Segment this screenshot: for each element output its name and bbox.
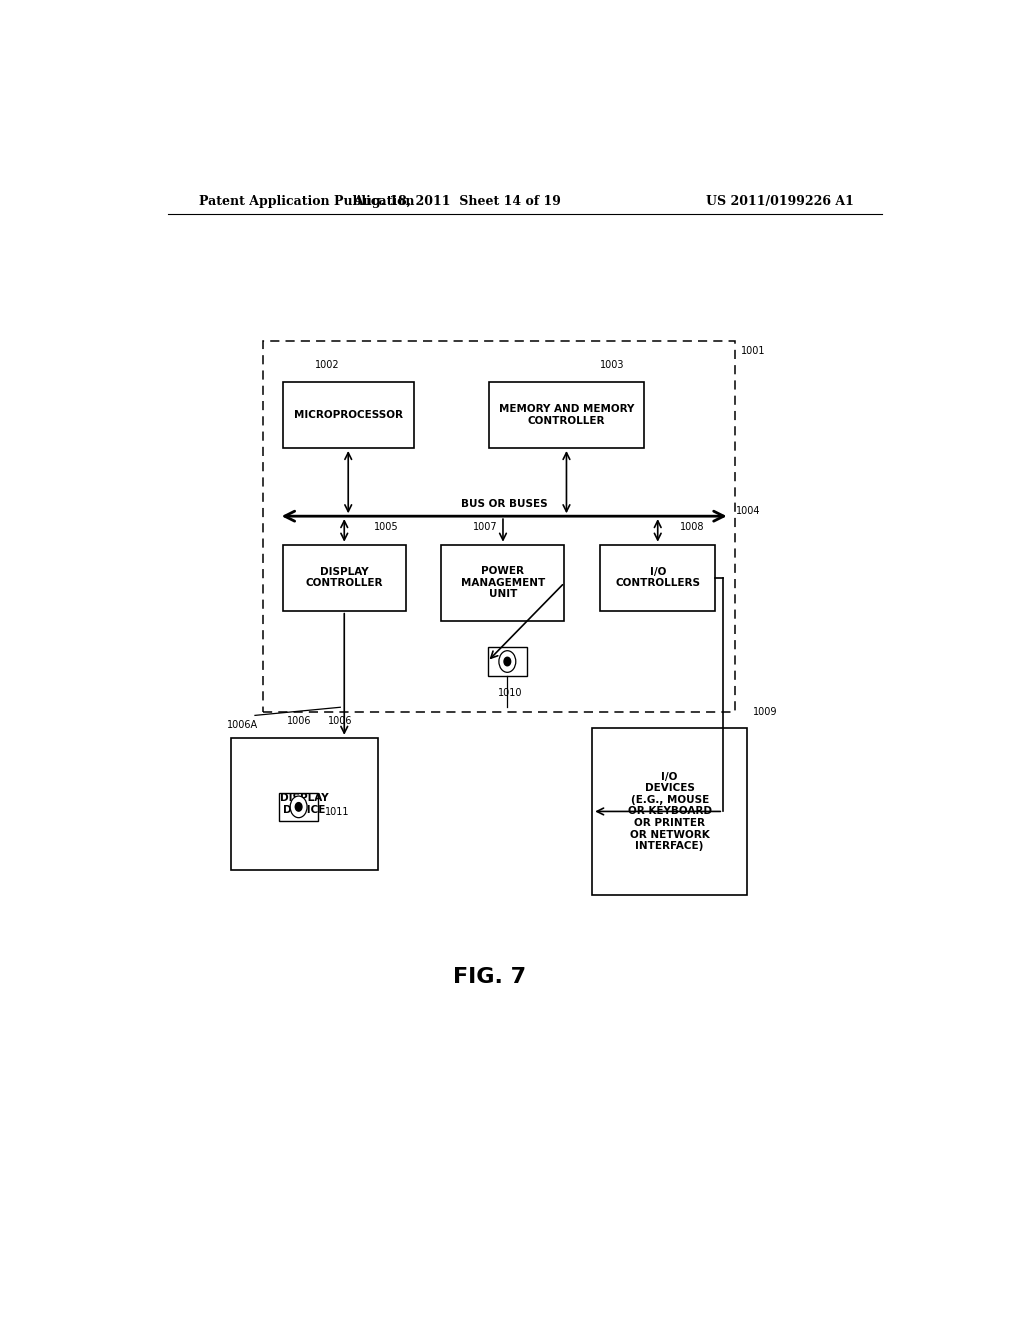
Bar [283,545,406,611]
Text: 1006: 1006 [287,715,311,726]
Bar [231,738,378,870]
Text: 1008: 1008 [680,523,705,532]
Text: POWER
MANAGEMENT
UNIT: POWER MANAGEMENT UNIT [461,566,545,599]
Circle shape [295,803,302,810]
Text: 1007: 1007 [473,523,498,532]
Text: MICROPROCESSOR: MICROPROCESSOR [294,411,402,420]
Bar [592,727,748,895]
Text: Patent Application Publication: Patent Application Publication [200,194,415,207]
Bar [441,545,564,620]
Text: MEMORY AND MEMORY
CONTROLLER: MEMORY AND MEMORY CONTROLLER [499,404,634,426]
Text: 1003: 1003 [600,360,625,370]
Circle shape [499,651,516,672]
Text: 1010: 1010 [498,688,522,698]
Text: I/O
CONTROLLERS: I/O CONTROLLERS [615,566,700,589]
Bar [283,381,414,447]
Text: DISPLAY
DEVICE: DISPLAY DEVICE [281,793,329,814]
Text: 1011: 1011 [325,807,349,817]
Text: FIG. 7: FIG. 7 [453,966,525,986]
Bar [279,792,318,821]
Text: BUS OR BUSES: BUS OR BUSES [461,499,548,510]
Bar [263,342,735,713]
Text: US 2011/0199226 A1: US 2011/0199226 A1 [707,194,854,207]
Text: 1001: 1001 [741,346,766,356]
Bar [600,545,715,611]
Text: 1006: 1006 [329,715,353,726]
Text: Aug. 18, 2011  Sheet 14 of 19: Aug. 18, 2011 Sheet 14 of 19 [353,194,561,207]
Bar [487,647,527,676]
Text: I/O
DEVICES
(E.G., MOUSE
OR KEYBOARD
OR PRINTER
OR NETWORK
INTERFACE): I/O DEVICES (E.G., MOUSE OR KEYBOARD OR … [628,772,712,851]
Text: 1006A: 1006A [227,721,258,730]
Bar [489,381,644,447]
Text: 1002: 1002 [314,360,339,370]
Text: 1005: 1005 [374,523,398,532]
Text: DISPLAY
CONTROLLER: DISPLAY CONTROLLER [305,566,383,589]
Circle shape [504,657,511,665]
Text: 1004: 1004 [736,506,761,516]
Text: 1009: 1009 [754,708,778,718]
Circle shape [290,796,307,817]
